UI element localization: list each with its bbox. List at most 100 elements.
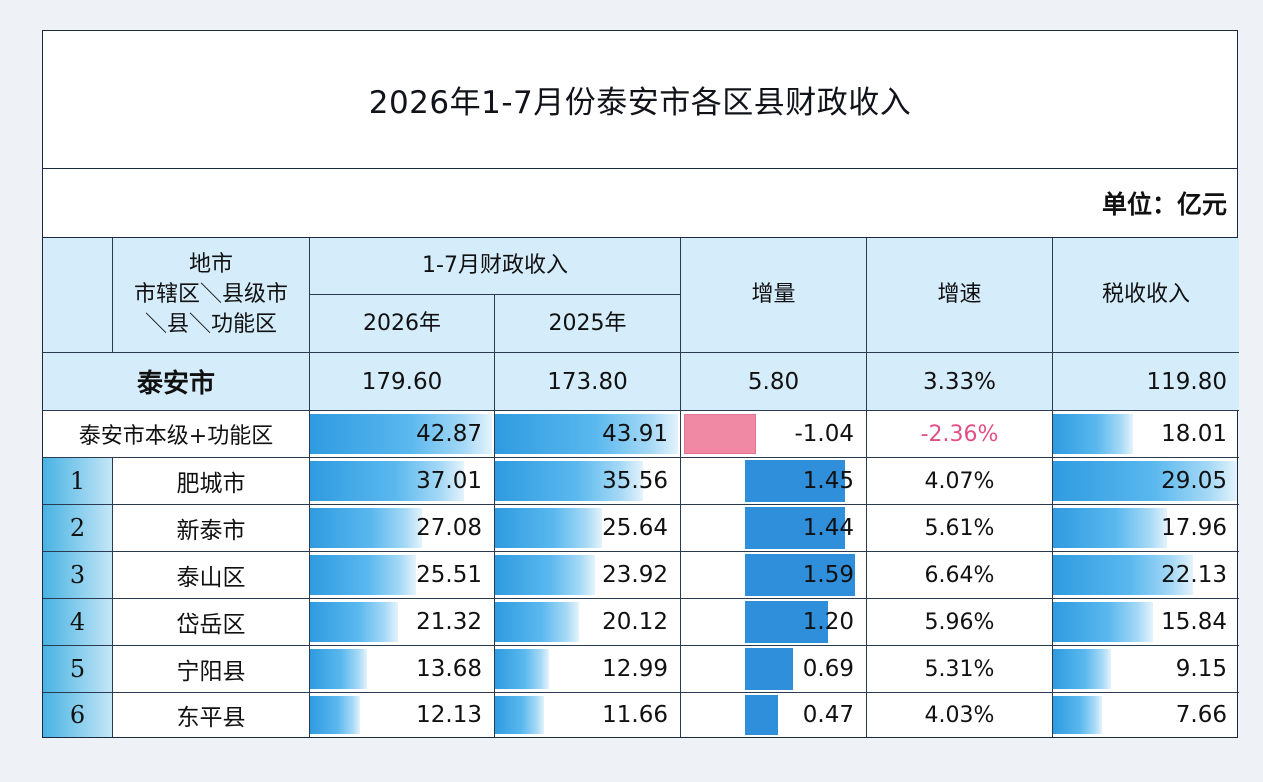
row-increment: 1.44 (681, 505, 867, 552)
city-level-tax: 18.01 (1053, 411, 1239, 458)
city-total-rev2025: 173.80 (495, 353, 681, 411)
tax-value: 17.96 (1161, 515, 1227, 541)
rev2025-bar (495, 649, 550, 689)
row-district-name: 泰山区 (113, 552, 310, 599)
row-index-value: 1 (69, 467, 86, 495)
tax-bar (1053, 555, 1194, 595)
growth-value: 5.61% (924, 515, 995, 541)
row-growth: 6.64% (867, 552, 1053, 599)
header-region-line2: 市辖区＼县级市 (133, 282, 288, 308)
row-increment: 1.59 (681, 552, 867, 599)
row-growth: 5.61% (867, 505, 1053, 552)
rev2026-value: 21.32 (416, 609, 482, 635)
rev2026-bar (310, 555, 416, 595)
row-index: 6 (43, 693, 113, 737)
city-level-rev2025: 43.91 (495, 411, 681, 458)
increment-value: 1.59 (802, 562, 854, 588)
row-index: 5 (43, 646, 113, 693)
rev2026-value: 25.51 (416, 562, 482, 588)
increment-bar (745, 648, 793, 690)
increment-bar (745, 460, 846, 502)
header-region-line1: 地市 (188, 252, 233, 278)
row-increment: 1.45 (681, 458, 867, 505)
row-index-value: 5 (69, 655, 86, 683)
row-district-name: 宁阳县 (113, 646, 310, 693)
rev2026-bar (310, 508, 423, 548)
header-year-2026: 2026年 (310, 295, 495, 353)
rev2025-value: 23.92 (602, 562, 668, 588)
district-name-value: 岱岳区 (176, 612, 246, 638)
row-rev2025: 12.99 (495, 646, 681, 693)
row-rev2026: 12.13 (310, 693, 495, 737)
row-index-value: 3 (69, 561, 86, 589)
increment-value: 0.47 (802, 702, 854, 728)
rev2025-bar (495, 461, 644, 501)
row-rev2025: 23.92 (495, 552, 681, 599)
city-total-increment: 5.80 (681, 353, 867, 411)
tax-value: 18.01 (1161, 421, 1227, 447)
row-tax: 22.13 (1053, 552, 1239, 599)
row-rev2026: 27.08 (310, 505, 495, 552)
rev2025-value: 20.12 (602, 609, 668, 635)
growth-value: 5.31% (924, 656, 995, 682)
rev2025-value: 11.66 (602, 702, 668, 728)
increment-value: 1.44 (802, 515, 854, 541)
row-increment: 1.20 (681, 599, 867, 646)
row-growth: 5.31% (867, 646, 1053, 693)
row-index-value: 2 (69, 514, 86, 542)
row-tax: 15.84 (1053, 599, 1239, 646)
tax-bar (1053, 508, 1167, 548)
city-total-tax: 119.80 (1053, 353, 1239, 411)
row-district-name: 岱岳区 (113, 599, 310, 646)
tax-bar (1053, 696, 1102, 734)
row-rev2026: 21.32 (310, 599, 495, 646)
rev2025-bar (495, 414, 679, 454)
rev2025-value: 12.99 (602, 656, 668, 682)
row-rev2026: 25.51 (310, 552, 495, 599)
rev2025-bar (495, 602, 579, 642)
increment-bar (745, 554, 855, 596)
growth-value: 5.96% (924, 609, 995, 635)
header-revenue-group: 1-7月财政收入 (310, 238, 681, 295)
city-level-rev2026: 42.87 (310, 411, 495, 458)
growth-value: 4.07% (924, 468, 995, 494)
rev2025-bar (495, 696, 544, 734)
header-region-line3: ＼县＼功能区 (144, 311, 277, 337)
header-growth: 增速 (867, 238, 1053, 353)
row-rev2025: 11.66 (495, 693, 681, 737)
city-total-growth: 3.33% (867, 353, 1053, 411)
rev2025-value: 43.91 (602, 421, 668, 447)
tax-bar (1053, 602, 1154, 642)
rev2026-value: 37.01 (416, 468, 482, 494)
increment-value: 1.45 (802, 468, 854, 494)
row-index: 4 (43, 599, 113, 646)
city-level-growth: -2.36% (867, 411, 1053, 458)
rev2026-value: 42.87 (416, 421, 482, 447)
row-tax: 17.96 (1053, 505, 1239, 552)
increment-bar (745, 601, 829, 643)
increment-value: -1.04 (794, 421, 854, 447)
rev2026-value: 27.08 (416, 515, 482, 541)
tax-value: 22.13 (1161, 562, 1227, 588)
negative-increment-bar (684, 414, 756, 454)
growth-value: 6.64% (924, 562, 995, 588)
tax-value: 15.84 (1161, 609, 1227, 635)
row-district-name: 肥城市 (113, 458, 310, 505)
district-name-value: 宁阳县 (176, 659, 246, 685)
city-total-name: 泰安市 (43, 353, 310, 411)
row-rev2025: 35.56 (495, 458, 681, 505)
increment-value: 1.20 (802, 609, 854, 635)
tax-bar (1053, 414, 1133, 454)
row-index: 2 (43, 505, 113, 552)
city-total-rev2026: 179.60 (310, 353, 495, 411)
row-growth: 4.03% (867, 693, 1053, 737)
row-district-name: 东平县 (113, 693, 310, 737)
row-index: 1 (43, 458, 113, 505)
tax-value: 29.05 (1161, 468, 1227, 494)
rev2025-value: 35.56 (602, 468, 668, 494)
row-index-value: 4 (69, 608, 86, 636)
row-index-value: 6 (69, 701, 86, 729)
row-increment: 0.69 (681, 646, 867, 693)
rev2026-value: 12.13 (416, 702, 482, 728)
increment-bar (745, 507, 845, 549)
